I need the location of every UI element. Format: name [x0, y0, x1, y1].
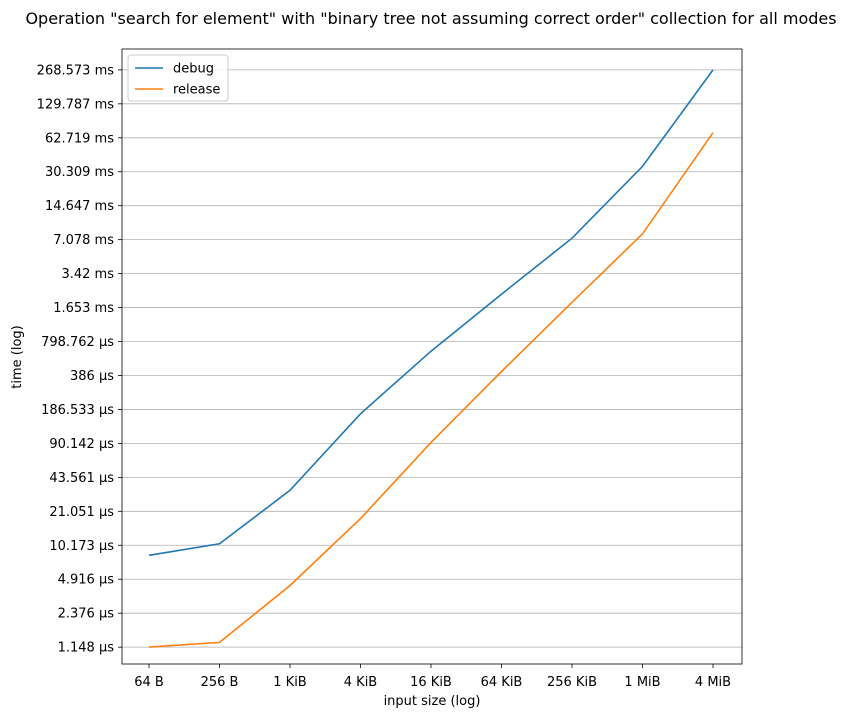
x-axis-label: input size (log)	[384, 694, 481, 709]
y-axis: 1.148 µs 2.376 µs 4.916 µs 10.173 µs 21.051 …	[37, 63, 122, 656]
x-tick-label: 4 KiB	[344, 675, 377, 690]
y-tick-label: 4.916 µs	[58, 573, 115, 588]
y-tick-label: 186.533 µs	[41, 403, 114, 418]
y-tick-label: 21.051 µs	[49, 505, 114, 520]
grid-layer	[122, 69, 742, 648]
y-tick-label: 1.148 µs	[58, 641, 115, 656]
y-tick-label: 14.647 ms	[45, 199, 114, 214]
y-tick-label: 7.078 ms	[53, 233, 114, 248]
y-tick-label: 798.762 µs	[41, 335, 114, 350]
x-tick-label: 64 B	[134, 675, 164, 690]
series-layer	[148, 69, 714, 648]
y-tick-label: 10.173 µs	[49, 539, 114, 554]
y-axis-label: time (log)	[10, 325, 25, 388]
y-tick-label: 3.42 ms	[61, 267, 114, 282]
x-axis: 64 B 256 B 1 KiB 4 KiB 16 KiB 64 KiB 256 KiB 1 …	[134, 664, 731, 690]
x-tick-label: 1 KiB	[273, 675, 306, 690]
y-tick-label: 268.573 ms	[37, 63, 115, 78]
series-line-debug	[148, 69, 714, 557]
y-tick-label: 62.719 ms	[45, 131, 114, 146]
x-tick-label: 1 MiB	[624, 675, 660, 690]
y-tick-label: 2.376 µs	[58, 607, 115, 622]
y-tick-label: 90.142 µs	[49, 437, 114, 452]
y-tick-label: 1.653 ms	[53, 301, 114, 316]
x-tick-label: 64 KiB	[481, 675, 523, 690]
legend-label-debug: debug	[173, 62, 214, 77]
y-tick-label: 129.787 ms	[37, 97, 115, 112]
legend-label-release: release	[173, 83, 220, 98]
y-tick-label: 43.561 µs	[49, 471, 114, 486]
plot-frame	[121, 48, 743, 665]
x-tick-label: 256 B	[201, 675, 239, 690]
x-tick-label: 16 KiB	[410, 675, 452, 690]
x-tick-label: 4 MiB	[695, 675, 731, 690]
x-tick-label: 256 KiB	[547, 675, 597, 690]
y-tick-label: 30.309 ms	[45, 165, 114, 180]
series-line-release	[148, 132, 714, 648]
legend: debug release	[127, 54, 229, 102]
y-tick-label: 386 µs	[70, 369, 114, 384]
chart-title: Operation "search for element" with "bin…	[25, 9, 836, 28]
